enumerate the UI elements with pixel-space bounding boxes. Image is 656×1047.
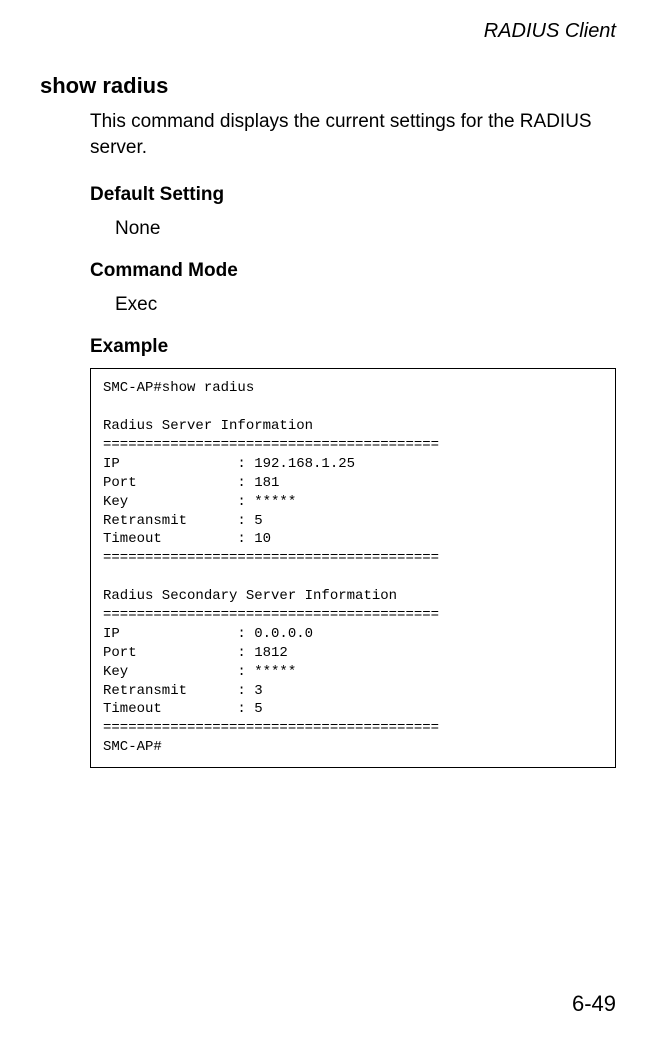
command-mode-label: Command Mode xyxy=(90,260,616,282)
example-output: SMC-AP#show radius Radius Server Informa… xyxy=(90,368,616,768)
page-container: RADIUS Client show radius This command d… xyxy=(0,0,656,1047)
command-description: This command displays the current settin… xyxy=(90,109,616,160)
running-head: RADIUS Client xyxy=(40,20,616,43)
page-number: 6-49 xyxy=(572,991,616,1017)
default-setting-label: Default Setting xyxy=(90,184,616,206)
command-title: show radius xyxy=(40,73,616,99)
example-label: Example xyxy=(90,336,616,358)
default-setting-value: None xyxy=(115,218,616,240)
command-mode-value: Exec xyxy=(115,294,616,316)
